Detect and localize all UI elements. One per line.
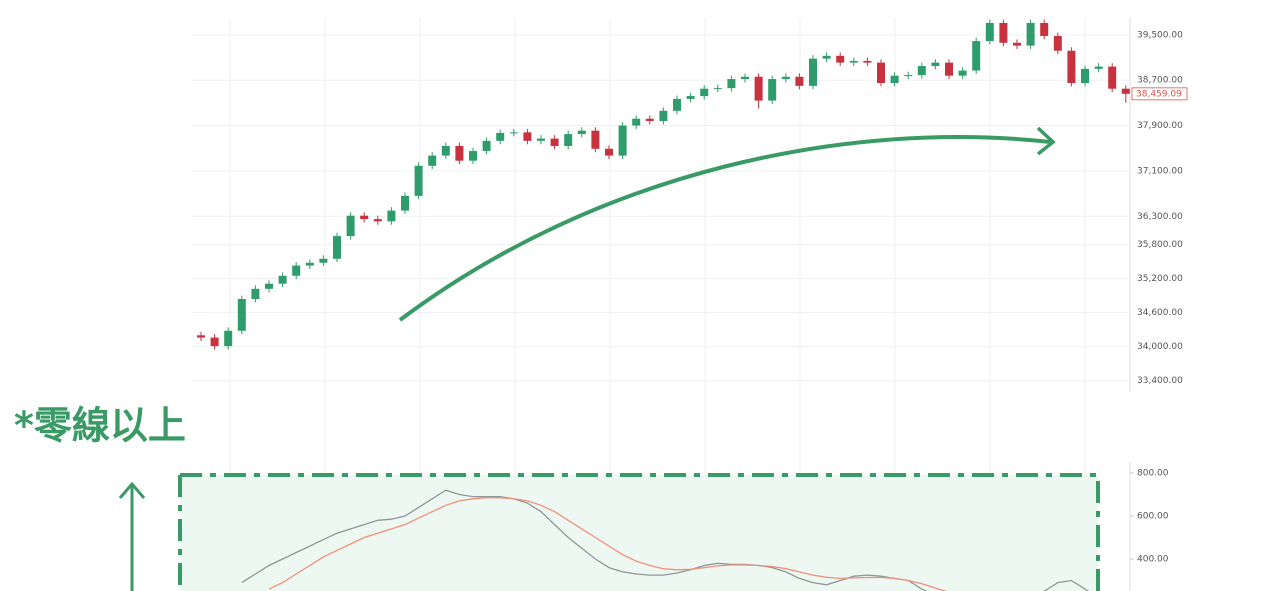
- candle-body: [1013, 42, 1021, 46]
- y-tick-label: 33,400.00: [1137, 376, 1183, 386]
- up-arrow-head: [118, 481, 146, 499]
- candle-body: [781, 76, 790, 80]
- candle-body: [577, 130, 586, 135]
- candle-body: [686, 96, 695, 99]
- candle-body: [1026, 22, 1035, 46]
- candle-body: [428, 155, 437, 166]
- candle-body: [836, 55, 845, 63]
- candle-body: [713, 88, 722, 90]
- candle-body: [265, 283, 273, 289]
- candle-body: [523, 132, 532, 141]
- candle-body: [441, 145, 450, 156]
- candle-body: [605, 148, 613, 156]
- candle-body: [659, 110, 668, 122]
- candles: [197, 19, 1130, 350]
- candle-body: [904, 75, 913, 77]
- candle-body: [278, 275, 287, 284]
- candle-body: [292, 265, 301, 276]
- candle-body: [1081, 68, 1089, 84]
- candle-body: [999, 22, 1008, 43]
- candle-body: [550, 138, 559, 146]
- candle-body: [754, 76, 763, 101]
- candle-body: [1108, 66, 1117, 89]
- candle-body: [890, 75, 899, 84]
- macd-line: [268, 497, 948, 591]
- candle-body: [237, 299, 246, 331]
- annotation: *零線以上: [14, 404, 186, 448]
- candle-body: [877, 62, 885, 84]
- candle-body: [1094, 66, 1103, 69]
- candle-body: [618, 125, 627, 156]
- macd-line: [241, 489, 1090, 591]
- y-tick-label: 35,800.00: [1137, 240, 1183, 250]
- y-tick-label: 37,900.00: [1137, 121, 1183, 131]
- candle-body: [564, 134, 573, 146]
- candle-body: [197, 335, 205, 338]
- candle-body: [1053, 35, 1062, 51]
- candle-body: [863, 60, 872, 63]
- y-tick-label: 800.00: [1137, 469, 1169, 479]
- candle-body: [509, 132, 518, 134]
- candle-body: [346, 215, 355, 237]
- last-price-box: [1131, 87, 1188, 101]
- candle-body: [1067, 50, 1076, 84]
- candle-body: [809, 58, 817, 86]
- y-tick-label: 34,000.00: [1137, 342, 1183, 352]
- candle-body: [727, 79, 736, 89]
- candle-body: [414, 165, 423, 196]
- candle-body: [333, 236, 341, 259]
- trend-arrow: [398, 135, 1051, 322]
- candle-body: [401, 195, 409, 211]
- trend-arrow-head: [1036, 126, 1056, 156]
- candle-body: [537, 138, 545, 141]
- y-tick-label: 400.00: [1137, 555, 1169, 565]
- candle-body: [496, 132, 505, 141]
- candle-body: [917, 66, 926, 76]
- macd-panel: 400.00 600.00 800.00: [241, 469, 1169, 591]
- candle-body: [1040, 22, 1049, 36]
- candle-body: [373, 219, 382, 222]
- candle-body: [958, 70, 967, 76]
- y-tick-label: 36,300.00: [1137, 212, 1183, 222]
- candle-body: [673, 98, 681, 111]
- y-tick-label: 34,600.00: [1137, 308, 1183, 318]
- zero-line-zone: [180, 475, 1098, 591]
- candle-body: [224, 330, 233, 347]
- candle-body: [305, 262, 314, 266]
- candle-body: [210, 337, 219, 347]
- lines: [241, 489, 1090, 591]
- candle-body: [591, 130, 600, 149]
- candle-body: [387, 210, 396, 222]
- last-price-label: 38,459.09: [1136, 89, 1182, 99]
- candle-panel: 33,400.00 34,000.00 34,600.00 35,200.00 35,8…: [192, 19, 1188, 386]
- y-tick-label: 37,100.00: [1137, 166, 1183, 176]
- candle-body: [455, 145, 464, 161]
- candle-body: [985, 22, 994, 42]
- candle-body: [741, 76, 749, 80]
- candle-body: [795, 76, 804, 86]
- y-tick-label: 38,700.00: [1137, 76, 1183, 86]
- y-tick-label: 39,500.00: [1137, 30, 1183, 40]
- candle-body: [822, 55, 831, 59]
- candle-body: [700, 88, 709, 97]
- y-tick-label: 600.00: [1137, 512, 1169, 522]
- candle-body: [360, 215, 369, 220]
- candle-body: [319, 258, 328, 263]
- candle-body: [931, 62, 940, 67]
- candle-body: [469, 151, 477, 161]
- candle-body: [632, 118, 641, 126]
- candle-body: [849, 60, 858, 63]
- candle-body: [1121, 88, 1130, 94]
- y-tick-label: 35,200.00: [1137, 274, 1183, 284]
- candle-body: [482, 140, 491, 152]
- candle-body: [945, 62, 953, 76]
- candle-body: [645, 118, 654, 122]
- candle-body: [972, 41, 981, 71]
- candle-body: [768, 79, 777, 101]
- candle-body: [251, 288, 260, 300]
